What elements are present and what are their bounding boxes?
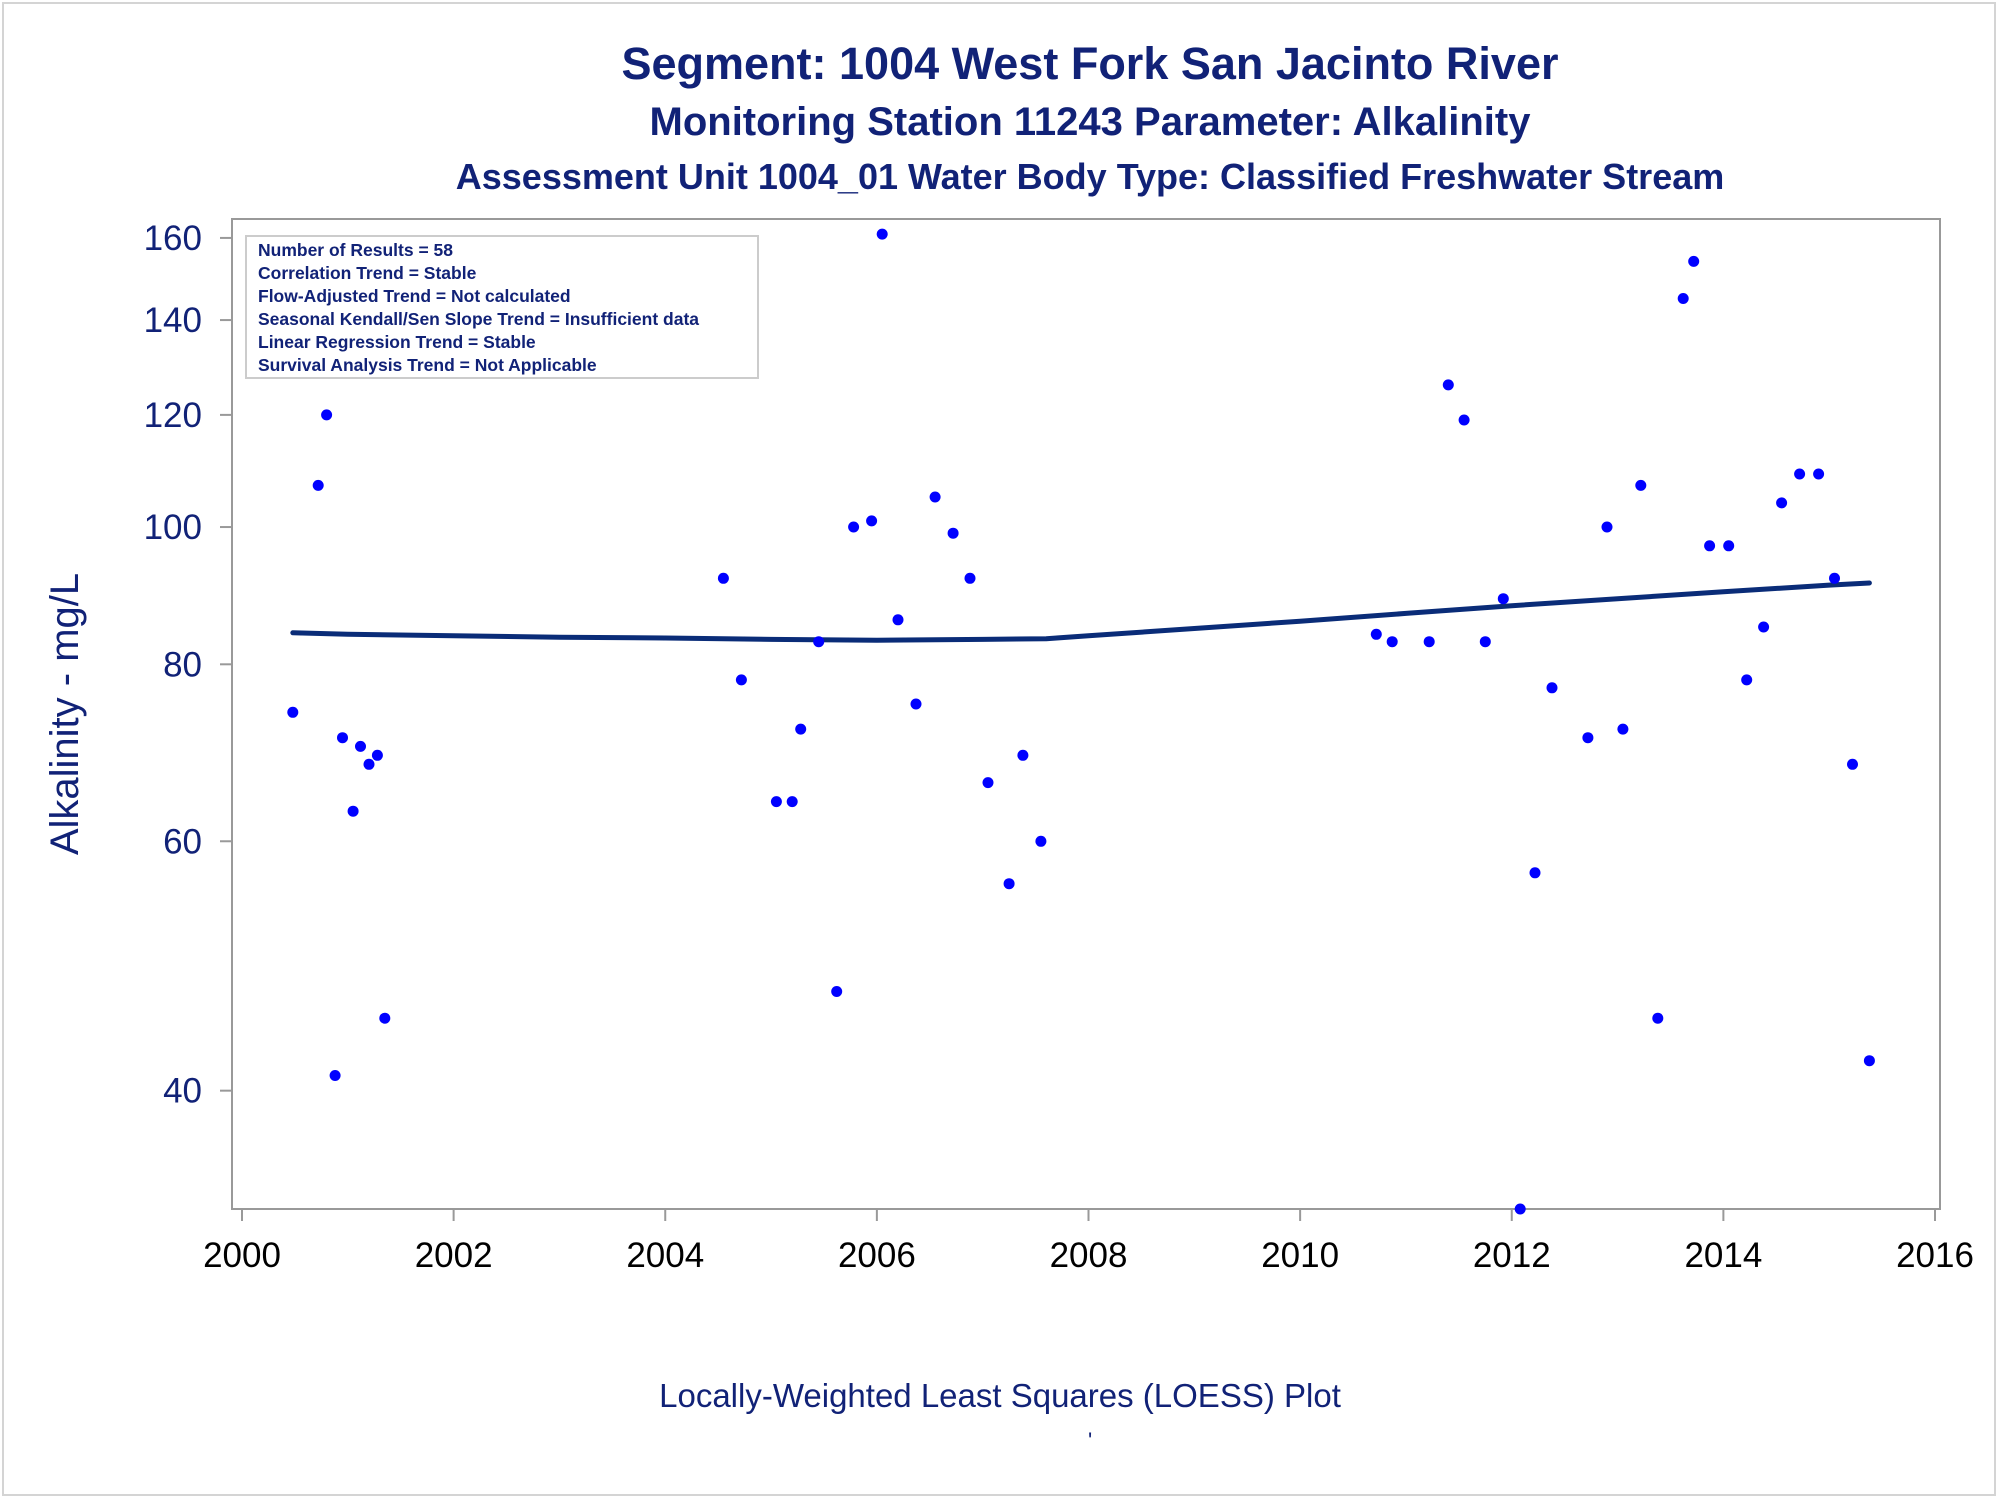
- x-tick-label: 2000: [203, 1236, 281, 1275]
- y-tick-label: 140: [144, 301, 202, 340]
- x-tick-label: 2002: [415, 1236, 493, 1275]
- data-point: [770, 796, 782, 808]
- data-point: [1794, 468, 1806, 480]
- data-point: [848, 521, 860, 533]
- data-point: [929, 491, 941, 503]
- chart-subtitle-station: Monitoring Station 11243 Parameter: Alka…: [649, 100, 1531, 144]
- data-point: [735, 674, 747, 686]
- y-axis-label: Alkalinity - mg/L: [43, 573, 87, 855]
- data-point: [982, 777, 994, 789]
- stats-box-line: Linear Regression Trend = Stable: [258, 332, 536, 352]
- stats-box-line: Seasonal Kendall/Sen Slope Trend = Insuf…: [258, 309, 699, 329]
- plot-area-border: [231, 218, 1941, 1210]
- data-point: [1635, 479, 1647, 491]
- loess-trend-line: [290, 580, 1872, 643]
- data-point: [1582, 732, 1594, 744]
- data-point: [1514, 1203, 1526, 1215]
- data-point: [1758, 621, 1770, 633]
- chart-title: Segment: 1004 West Fork San Jacinto Rive…: [621, 38, 1559, 89]
- stats-box-line: Survival Analysis Trend = Not Applicable: [258, 355, 597, 375]
- data-point: [337, 732, 348, 744]
- data-point: [1035, 835, 1047, 847]
- x-tick-label: 2012: [1473, 1236, 1551, 1275]
- data-point: [355, 740, 366, 752]
- data-point: [813, 636, 825, 648]
- data-point: [1617, 723, 1629, 735]
- y-tick-label: 60: [163, 822, 202, 861]
- data-point: [1003, 878, 1015, 890]
- data-point: [1723, 540, 1735, 552]
- stats-box: [245, 235, 759, 379]
- chart-subtitle-assessment: Assessment Unit 1004_01 Water Body Type:…: [455, 156, 1725, 197]
- data-point: [363, 758, 375, 770]
- data-point: [947, 527, 959, 539]
- x-tick-label: 2008: [1050, 1236, 1128, 1275]
- data-point: [1601, 521, 1613, 533]
- data-point: [1847, 758, 1858, 770]
- footnote-mark: ': [1088, 1428, 1093, 1453]
- data-point: [1370, 628, 1382, 640]
- data-point: [866, 515, 878, 527]
- stats-box-line: Flow-Adjusted Trend = Not calculated: [258, 286, 571, 306]
- y-tick-label: 160: [144, 219, 202, 258]
- x-tick-label: 2016: [1896, 1236, 1974, 1275]
- y-tick-label: 120: [144, 396, 202, 435]
- data-point: [1017, 749, 1029, 761]
- data-point: [1652, 1012, 1664, 1024]
- data-point: [371, 749, 383, 761]
- data-point: [1813, 468, 1825, 480]
- data-point: [910, 698, 922, 710]
- data-point: [1829, 572, 1840, 584]
- y-tick-label: 40: [163, 1072, 202, 1111]
- data-point: [786, 796, 798, 808]
- data-point: [717, 572, 729, 584]
- data-point: [1863, 1055, 1875, 1067]
- data-point: [321, 409, 333, 421]
- data-point: [1529, 867, 1541, 879]
- x-tick-label: 2010: [1261, 1236, 1339, 1275]
- data-point: [347, 805, 359, 817]
- data-point: [1704, 540, 1716, 552]
- data-point: [1442, 379, 1454, 391]
- data-point: [1479, 636, 1491, 648]
- data-point: [379, 1012, 391, 1024]
- data-point: [1458, 414, 1470, 426]
- x-tick-label: 2006: [838, 1236, 916, 1275]
- data-point: [1776, 497, 1788, 509]
- x-tick-label: 2004: [626, 1236, 704, 1275]
- x-tick-label: 2014: [1684, 1236, 1762, 1275]
- data-point: [795, 723, 807, 735]
- data-point: [1688, 255, 1700, 267]
- data-point: [1741, 674, 1753, 686]
- data-point: [964, 572, 976, 584]
- y-tick-label: 100: [144, 508, 202, 547]
- data-point: [287, 706, 299, 718]
- stats-box-line: Number of Results = 58: [258, 240, 453, 260]
- data-point: [892, 614, 904, 626]
- data-point: [1423, 636, 1435, 648]
- data-point: [831, 986, 843, 997]
- data-point: [876, 228, 888, 240]
- stats-box-line: Correlation Trend = Stable: [258, 263, 477, 283]
- data-point: [1546, 682, 1558, 694]
- data-point: [312, 479, 324, 491]
- data-point: [1386, 636, 1398, 648]
- data-point: [1497, 593, 1509, 605]
- chart-footnote: Locally-Weighted Least Squares (LOESS) P…: [659, 1377, 1341, 1414]
- data-point: [1677, 293, 1689, 304]
- data-point: [329, 1070, 341, 1081]
- y-tick-label: 80: [163, 645, 202, 684]
